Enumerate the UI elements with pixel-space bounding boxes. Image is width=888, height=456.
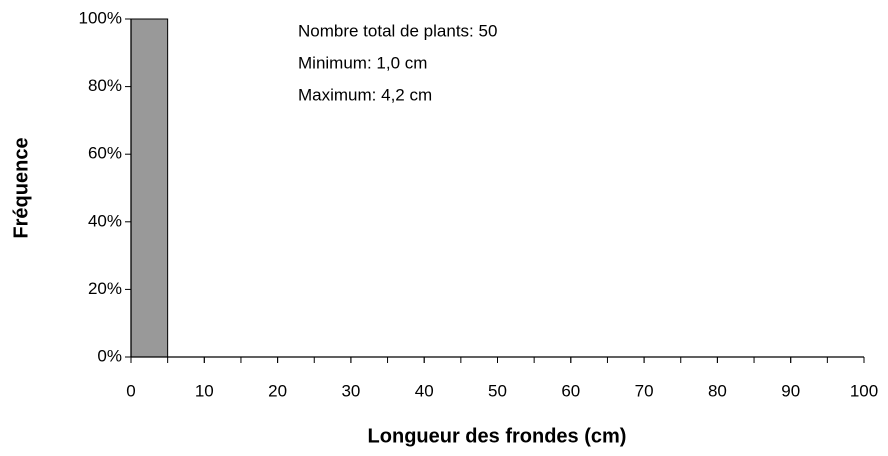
y-tick-label: 100% — [79, 8, 122, 27]
y-tick-label: 40% — [88, 211, 122, 230]
y-tick-label: 0% — [97, 346, 122, 365]
x-tick-label: 90 — [781, 381, 800, 400]
y-tick-label: 20% — [88, 279, 122, 298]
y-axis-label: Fréquence — [10, 137, 32, 238]
x-tick-label: 100 — [850, 381, 878, 400]
x-tick-label: 40 — [415, 381, 434, 400]
x-axis-label: Longueur des frondes (cm) — [368, 425, 627, 447]
annotation: Minimum: 1,0 cm — [298, 53, 427, 72]
x-tick-label: 20 — [268, 381, 287, 400]
bar — [130, 18, 169, 358]
x-tick-label: 60 — [561, 381, 580, 400]
x-tick-label: 30 — [341, 381, 360, 400]
y-tick-label: 60% — [88, 144, 122, 163]
annotation: Maximum: 4,2 cm — [298, 85, 432, 104]
x-tick-label: 10 — [195, 381, 214, 400]
x-tick-label: 80 — [708, 381, 727, 400]
y-tick-label: 80% — [88, 76, 122, 95]
x-tick-label: 50 — [488, 381, 507, 400]
x-tick-label: 70 — [635, 381, 654, 400]
annotation: Nombre total de plants: 50 — [298, 21, 497, 40]
x-tick-label: 0 — [126, 381, 135, 400]
